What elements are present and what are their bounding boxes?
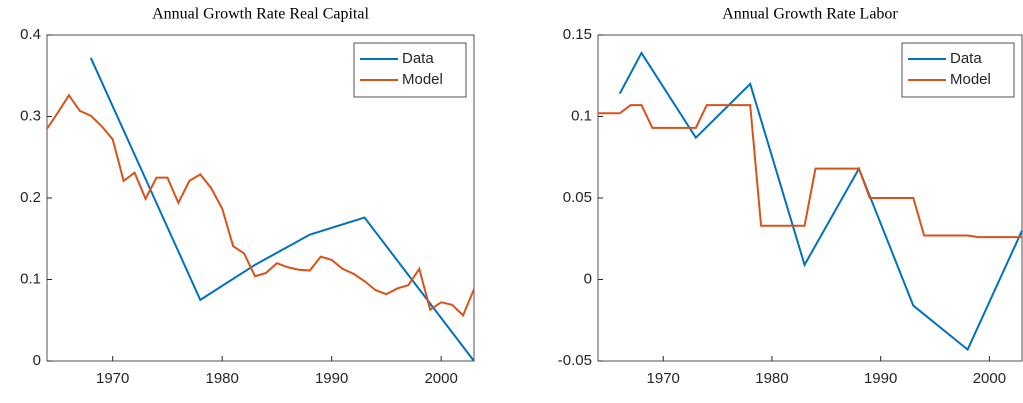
y-tick-label: 0: [33, 352, 41, 369]
data-line: [598, 104, 1022, 239]
data-line: [618, 50, 1023, 352]
y-tick-label: 0.1: [571, 107, 592, 124]
y-tick-label: 0.05: [563, 189, 592, 206]
x-tick-label: 1970: [647, 370, 680, 387]
y-tick-label: -0.05: [558, 352, 592, 369]
legend-label: Model: [402, 71, 443, 88]
data-line: [46, 93, 475, 318]
x-tick-label: 1990: [864, 370, 897, 387]
x-tick-label: 2000: [424, 370, 457, 387]
y-tick-label: 0.1: [20, 270, 41, 287]
legend-label: Data: [402, 50, 434, 67]
legend-box: [901, 42, 1015, 98]
x-tick-label: 1990: [315, 370, 348, 387]
legend-box: [353, 42, 467, 98]
y-tick-label: 0.4: [20, 26, 41, 43]
chart: Annual Growth Rate Labor -0.05 0 0.05 0.1 0.1…: [558, 6, 1023, 387]
y-tick-label: 0.2: [20, 189, 41, 206]
x-tick-label: 1980: [755, 370, 788, 387]
x-tick-label: 1970: [96, 370, 129, 387]
x-tick-label: 2000: [973, 370, 1006, 387]
data-line: [89, 57, 475, 362]
y-tick-label: 0: [584, 270, 592, 287]
y-tick-label: 0.15: [563, 26, 592, 43]
y-tick-label: 0.3: [20, 107, 41, 124]
legend-label: Data: [950, 50, 982, 67]
chart-title: Annual Growth Rate Labor: [722, 6, 898, 23]
x-tick-label: 1980: [205, 370, 238, 387]
legend-label: Model: [950, 71, 991, 88]
chart-title: Annual Growth Rate Real Capital: [152, 6, 369, 23]
chart: Annual Growth Rate Real Capital 0 0.1 0.2 0.…: [20, 6, 475, 387]
